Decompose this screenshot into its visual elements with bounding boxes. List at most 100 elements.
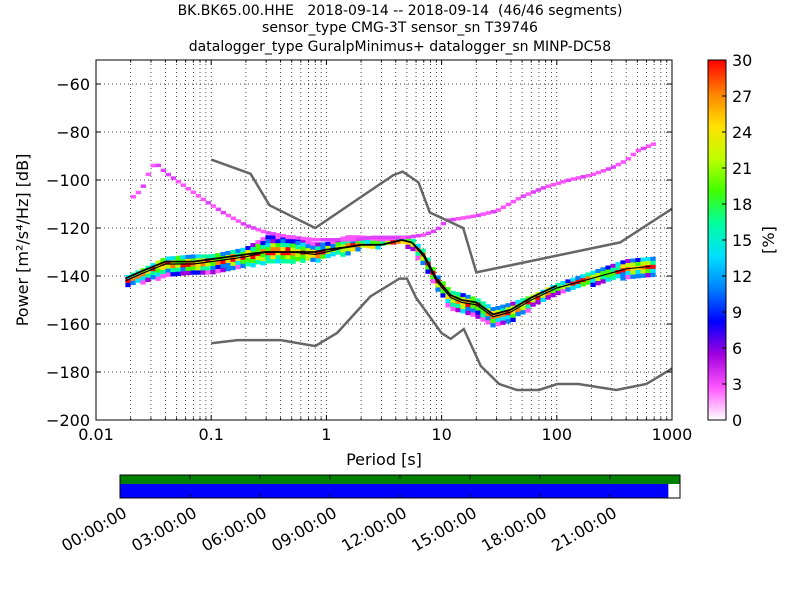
density-cell [585,276,591,281]
density-cell [210,262,216,267]
density-cell [480,301,486,306]
density-cell [420,260,426,266]
density-cell [145,277,151,283]
density-cell [265,239,271,244]
density-cell [520,310,526,315]
density-cell [555,290,561,296]
density-cell [245,245,251,251]
density-cell [175,267,181,273]
density-cell [435,226,441,231]
density-cell [355,237,361,242]
density-cell [205,266,211,271]
density-cell [475,306,481,311]
density-cell [520,194,526,198]
density-cell [165,256,171,261]
density-cell [165,272,171,277]
density-cell [145,273,151,279]
density-cell [410,238,416,244]
density-cell [305,237,311,241]
density-cell [365,240,371,245]
density-cell [160,270,166,275]
density-cell [345,247,351,252]
density-cell [460,216,466,220]
density-cell [650,260,656,266]
density-cell [280,251,286,256]
density-cell [515,197,521,201]
plot-frame [95,59,673,421]
density-cell [500,316,506,321]
density-cell [285,255,291,260]
density-cell [185,254,191,260]
density-cell [550,293,556,298]
density-cell [250,259,256,264]
density-cell [405,240,411,245]
density-cell [310,245,316,250]
density-cell [340,252,346,257]
density-cell [450,217,456,222]
density-cell [485,211,491,215]
density-cell [290,235,296,240]
density-cell [370,235,376,240]
density-cell [635,270,641,275]
density-cell [255,227,261,232]
density-cell [160,274,166,279]
density-cell [235,264,241,270]
density-cell [585,173,591,178]
grid-lines [96,60,672,420]
x-axis-label: Period [s] [346,450,422,469]
density-cell [230,265,236,271]
density-cell [510,317,516,323]
density-cell [285,243,291,248]
density-cell [455,291,461,297]
density-layer [125,142,656,328]
density-cell [185,262,191,268]
colorbar-tick-label: 3 [732,375,742,394]
density-cell [165,264,171,269]
density-cell [250,255,256,260]
density-cell [275,255,281,260]
density-cell [240,255,246,261]
density-cell [190,190,196,195]
density-cell [645,144,651,149]
density-cell [605,273,611,278]
density-cell [265,247,271,252]
density-cell [540,297,546,303]
density-cell [210,258,216,263]
density-cell [420,256,426,262]
density-cell [580,282,586,287]
y-axis-label: Power [m²/s⁴/Hz] [dB] [13,154,32,327]
density-cell [415,251,421,257]
density-cell [265,231,271,235]
density-cell [630,274,636,279]
density-cell [635,274,641,279]
colorbar-tick-label: 24 [732,123,752,142]
density-cell [530,190,536,194]
density-cell [535,296,541,301]
density-cell [235,219,241,223]
density-cell [560,289,566,294]
density-cell [455,303,461,309]
density-cell [490,323,496,328]
density-cell [325,238,331,242]
density-cell [615,270,621,275]
density-cell [190,270,196,275]
density-cell [150,163,156,168]
y-tick-label: −100 [46,171,90,190]
density-cell [440,281,446,286]
density-cell [390,235,396,240]
density-cell [475,314,481,319]
density-cell [650,264,656,270]
density-cell [155,268,161,273]
density-cell [495,208,501,212]
x-tick-label: 100 [542,425,573,444]
median-line [125,239,651,318]
timeline-tick-label: 15:00:00 [408,503,480,555]
density-cell [610,275,616,281]
density-cell [445,295,451,300]
density-cell [150,263,156,268]
density-cell [175,179,181,184]
density-cell [315,246,321,251]
density-cell [270,235,276,240]
density-cell [505,315,511,320]
density-cell [495,321,501,327]
